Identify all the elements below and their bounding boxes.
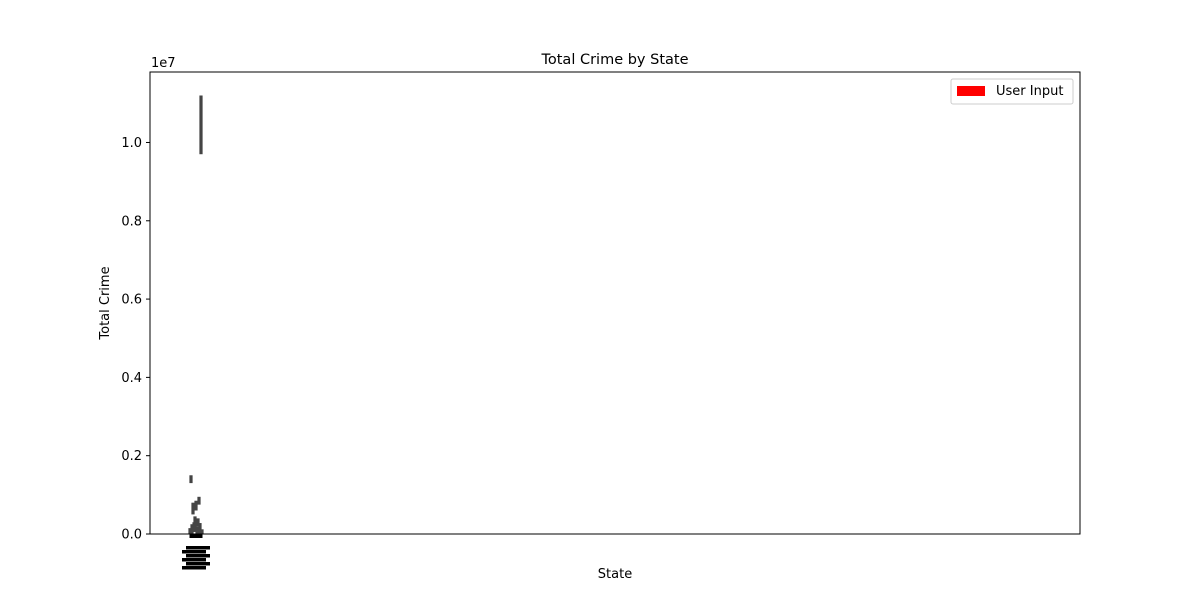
- x-axis-label: State: [598, 567, 632, 582]
- x-tick-label-overlap: [198, 554, 210, 558]
- y-offset-text: 1e7: [151, 56, 176, 71]
- bar: [200, 529, 204, 534]
- x-axis-ticks: [182, 534, 210, 570]
- bar: [191, 502, 195, 515]
- x-tick-label-overlap: [194, 558, 206, 562]
- bars: [188, 95, 204, 534]
- bar: [188, 528, 192, 534]
- x-tick-label-overlap: [198, 562, 210, 566]
- legend-label-user-input: User Input: [996, 84, 1063, 99]
- x-tick-label-overlap: [198, 546, 210, 550]
- y-tick-label: 0.8: [121, 214, 142, 229]
- legend: User Input: [950, 78, 1074, 105]
- bar: [190, 524, 194, 534]
- x-tick-label-overlap: [194, 550, 206, 554]
- y-axis-ticks: 0.0 0.2 0.4 0.6 0.8 1.0: [121, 136, 150, 543]
- y-tick-label: 0.4: [121, 371, 142, 386]
- bar: [196, 518, 200, 527]
- bar: [195, 526, 199, 534]
- legend-swatch-user-input: [957, 86, 985, 96]
- y-tick-label: 0.2: [121, 449, 142, 464]
- y-tick-label: 0.6: [121, 293, 142, 308]
- legend-box: [950, 78, 1074, 105]
- y-axis-label: Total Crime: [98, 266, 113, 340]
- bar: [189, 475, 193, 484]
- bar: [198, 523, 202, 534]
- bar: [197, 496, 201, 505]
- y-tick-label: 1.0: [121, 136, 142, 151]
- x-tick-label-overlap: [194, 566, 206, 570]
- y-tick-label: 0.0: [121, 528, 142, 543]
- plot-area-frame: [149, 71, 1081, 535]
- bar: [194, 500, 198, 511]
- bar: [193, 516, 197, 531]
- chart-title: Total Crime by State: [540, 52, 688, 68]
- bar: [199, 95, 203, 155]
